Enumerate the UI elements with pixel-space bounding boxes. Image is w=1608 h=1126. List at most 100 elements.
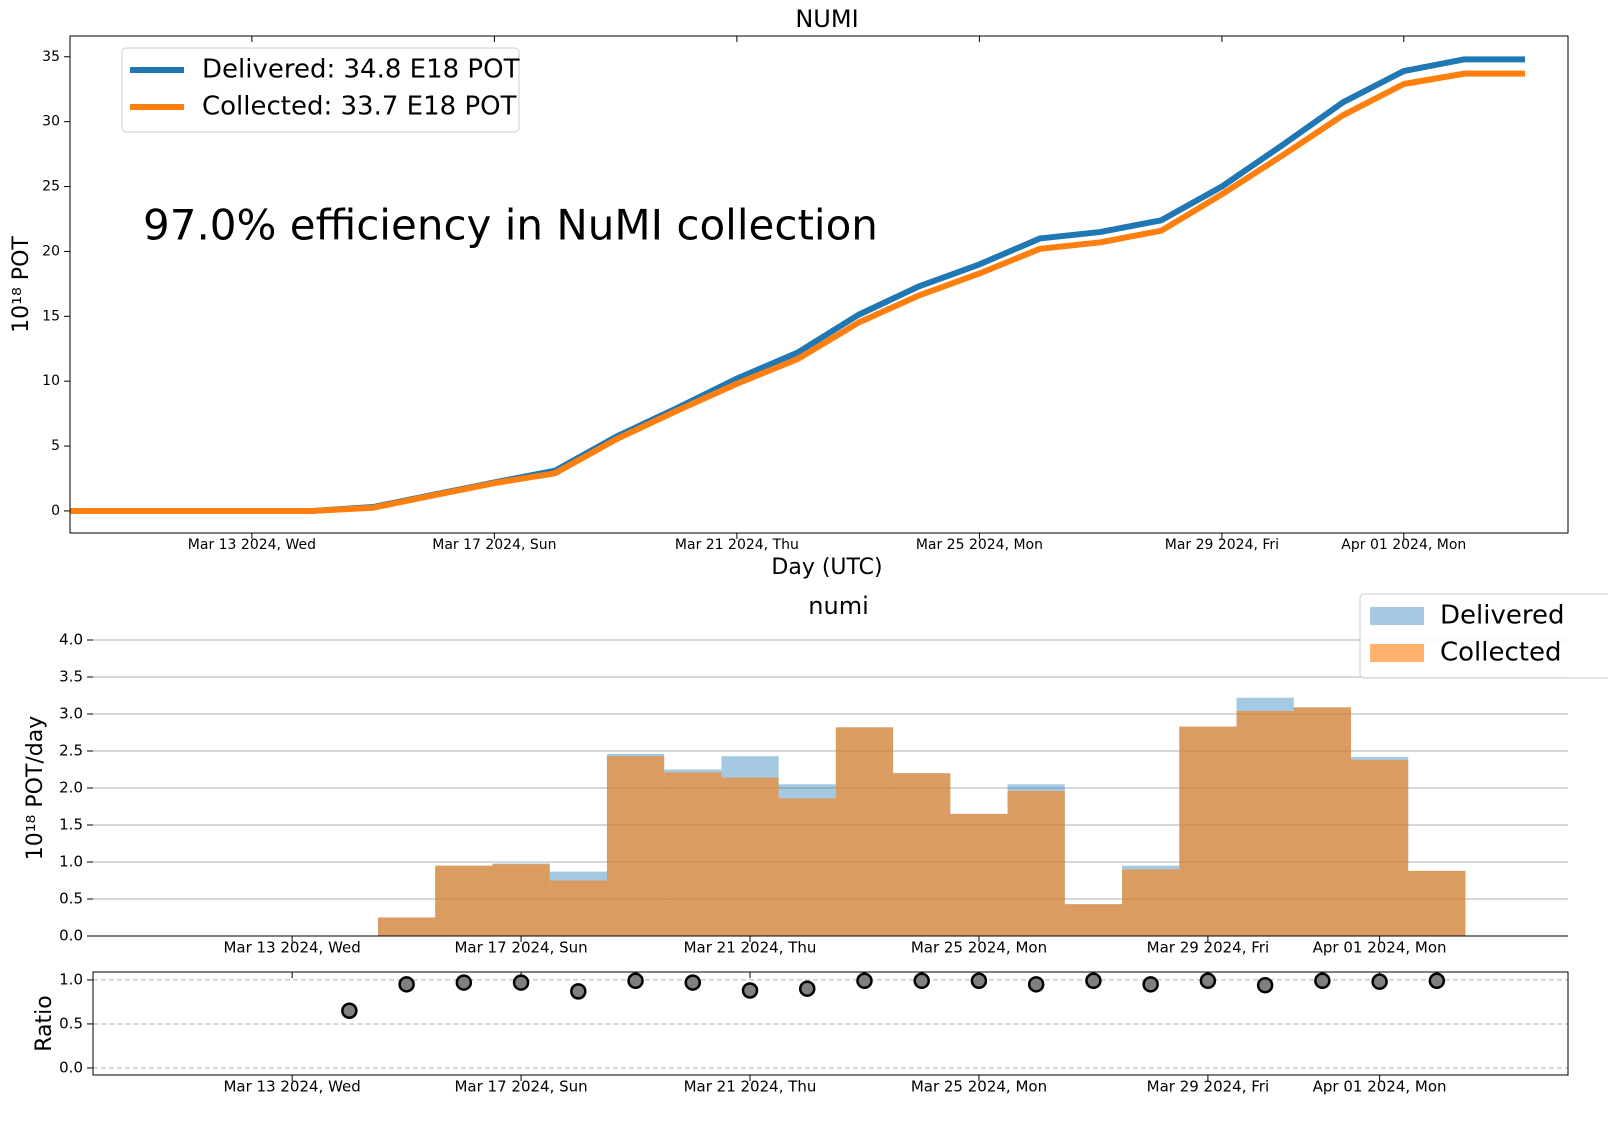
x-tick-label: Mar 29 2024, Fri — [1147, 939, 1270, 957]
y-tick-label: 3.5 — [59, 668, 83, 686]
chart: numi 10¹⁸ POT/day 0.0 0.5 1.0 1.5 2.0 2.5 3.0 3.5… — [23, 592, 1608, 957]
x-tick-label: Apr 01 2024, Mon — [1313, 939, 1447, 957]
legend-swatch — [1370, 607, 1424, 625]
bar — [435, 865, 493, 936]
legend-label: Delivered — [1440, 601, 1564, 631]
y-axis-label: 10¹⁸ POT — [9, 236, 34, 333]
y-tick-label: 0.5 — [59, 1014, 83, 1032]
plot-area — [377, 697, 1466, 936]
y-tick-label: 25 — [42, 179, 60, 195]
bar — [1236, 711, 1294, 936]
x-tick-label: Mar 29 2024, Fri — [1147, 1078, 1270, 1096]
bar — [377, 917, 436, 936]
scatter-point — [341, 1002, 358, 1019]
y-tick-label: 15 — [42, 308, 60, 324]
bar — [1064, 904, 1123, 936]
x-tick-label: Mar 17 2024, Sun — [454, 1078, 587, 1096]
line-series — [70, 70, 1526, 514]
scatter-point — [1085, 972, 1102, 990]
y-tick-label: 4.0 — [59, 631, 83, 649]
scatter-point — [913, 972, 930, 990]
y-tick-label: 0.5 — [59, 890, 83, 908]
y-tick-label: 0.0 — [59, 927, 83, 945]
scatter-point — [627, 972, 644, 990]
bar — [950, 813, 1008, 936]
chart-title: NUMI — [795, 5, 858, 33]
axes-frame — [92, 971, 1569, 1076]
scatter-point — [570, 983, 587, 1000]
bar — [1293, 707, 1351, 936]
bar — [1007, 790, 1065, 936]
x-tick-label: Mar 17 2024, Sun — [454, 939, 587, 957]
y-tick-label: 0.0 — [59, 1058, 83, 1076]
y-axis-label: Ratio — [32, 995, 57, 1051]
legend-label: Collected: 33.7 E18 POT — [202, 92, 517, 122]
legend-swatch — [1370, 644, 1424, 662]
annotation: 97.0% efficiency in NuMI collection — [143, 201, 878, 250]
scatter-point — [1314, 972, 1331, 990]
scatter-point — [1256, 976, 1274, 994]
y-tick-label: 1.5 — [59, 816, 83, 834]
y-tick-label: 0 — [51, 503, 60, 519]
scatter-point — [398, 976, 415, 993]
scatter-point — [455, 974, 473, 991]
y-tick-label: 2.5 — [59, 742, 83, 760]
x-tick-label: Mar 21 2024, Thu — [684, 939, 817, 957]
x-tick-label: Mar 25 2024, Mon — [916, 537, 1043, 553]
legend-label: Delivered: 34.8 E18 POT — [202, 55, 520, 85]
scatter-point — [798, 980, 816, 997]
y-axis-label: 10¹⁸ POT/day — [23, 716, 48, 861]
axes-frame — [69, 35, 1569, 534]
scatter-point — [741, 982, 759, 999]
y-tick-label: 10 — [42, 373, 60, 389]
x-tick-label: Apr 01 2024, Mon — [1313, 1078, 1447, 1096]
x-tick-label: Mar 13 2024, Wed — [188, 537, 316, 553]
bar — [1179, 726, 1237, 936]
bar — [606, 756, 665, 936]
chart-title: numi — [808, 592, 868, 620]
scatter-point — [1027, 976, 1045, 993]
chart: NUMI Day (UTC) 10¹⁸ POT 0 5 10 15 20 25 30 35 Mar 1… — [9, 5, 1569, 580]
x-tick-label: Apr 01 2024, Mon — [1341, 537, 1466, 553]
plot-area — [70, 56, 1526, 514]
x-tick-label: Mar 25 2024, Mon — [911, 939, 1047, 957]
y-tick-label: 30 — [42, 114, 60, 130]
scatter-point — [1428, 972, 1446, 990]
bar — [1122, 869, 1180, 936]
y-tick-label: 1.0 — [59, 970, 83, 988]
y-tick-label: 3.0 — [59, 705, 83, 723]
bar — [778, 798, 836, 936]
bar — [664, 772, 722, 936]
bar — [893, 773, 951, 936]
y-tick-label: 35 — [42, 49, 60, 65]
scatter-point — [512, 974, 530, 991]
scatter-point — [1199, 972, 1217, 990]
x-tick-label: Mar 17 2024, Sun — [432, 537, 556, 553]
bar — [549, 880, 607, 936]
scatter-point — [1142, 976, 1159, 993]
x-tick-label: Mar 13 2024, Wed — [223, 939, 360, 957]
bar — [492, 864, 550, 936]
x-axis-label: Day (UTC) — [771, 555, 882, 580]
bar — [1350, 759, 1409, 936]
y-tick-label: 20 — [42, 243, 60, 259]
legend-label: Collected — [1440, 638, 1562, 668]
x-tick-label: Mar 25 2024, Mon — [911, 1078, 1047, 1096]
scatter-point — [970, 972, 988, 990]
x-tick-label: Mar 13 2024, Wed — [223, 1078, 360, 1096]
bar — [1408, 870, 1466, 936]
scatter-point — [1371, 973, 1388, 990]
scatter-point — [684, 974, 702, 991]
bar — [835, 727, 894, 936]
legend-box — [121, 47, 520, 133]
scatter-point — [856, 972, 873, 990]
x-tick-label: Mar 21 2024, Thu — [675, 537, 799, 553]
y-tick-label: 2.0 — [59, 779, 83, 797]
bar — [721, 777, 779, 936]
x-tick-label: Mar 29 2024, Fri — [1165, 537, 1279, 553]
x-tick-label: Mar 21 2024, Thu — [684, 1078, 817, 1096]
plot-area — [341, 972, 1446, 1019]
y-tick-label: 5 — [51, 438, 60, 454]
